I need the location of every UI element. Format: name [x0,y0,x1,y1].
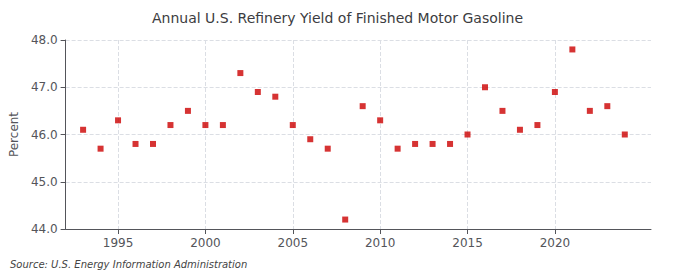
svg-text:44.0: 44.0 [31,222,58,236]
svg-text:1995: 1995 [103,236,134,250]
svg-text:2015: 2015 [452,236,483,250]
svg-text:46.0: 46.0 [31,128,58,142]
svg-text:47.0: 47.0 [31,80,58,94]
svg-text:48.0: 48.0 [31,33,58,47]
svg-text:2010: 2010 [365,236,396,250]
svg-text:Percent: Percent [7,112,21,157]
svg-text:2020: 2020 [540,236,571,250]
svg-text:2000: 2000 [190,236,221,250]
svg-text:Annual U.S. Refinery Yield of: Annual U.S. Refinery Yield of Finished M… [152,10,523,26]
svg-text:45.0: 45.0 [31,175,58,189]
svg-text:Source: U.S. Energy Informatio: Source: U.S. Energy Information Administ… [10,259,247,270]
svg-text:2005: 2005 [278,236,309,250]
